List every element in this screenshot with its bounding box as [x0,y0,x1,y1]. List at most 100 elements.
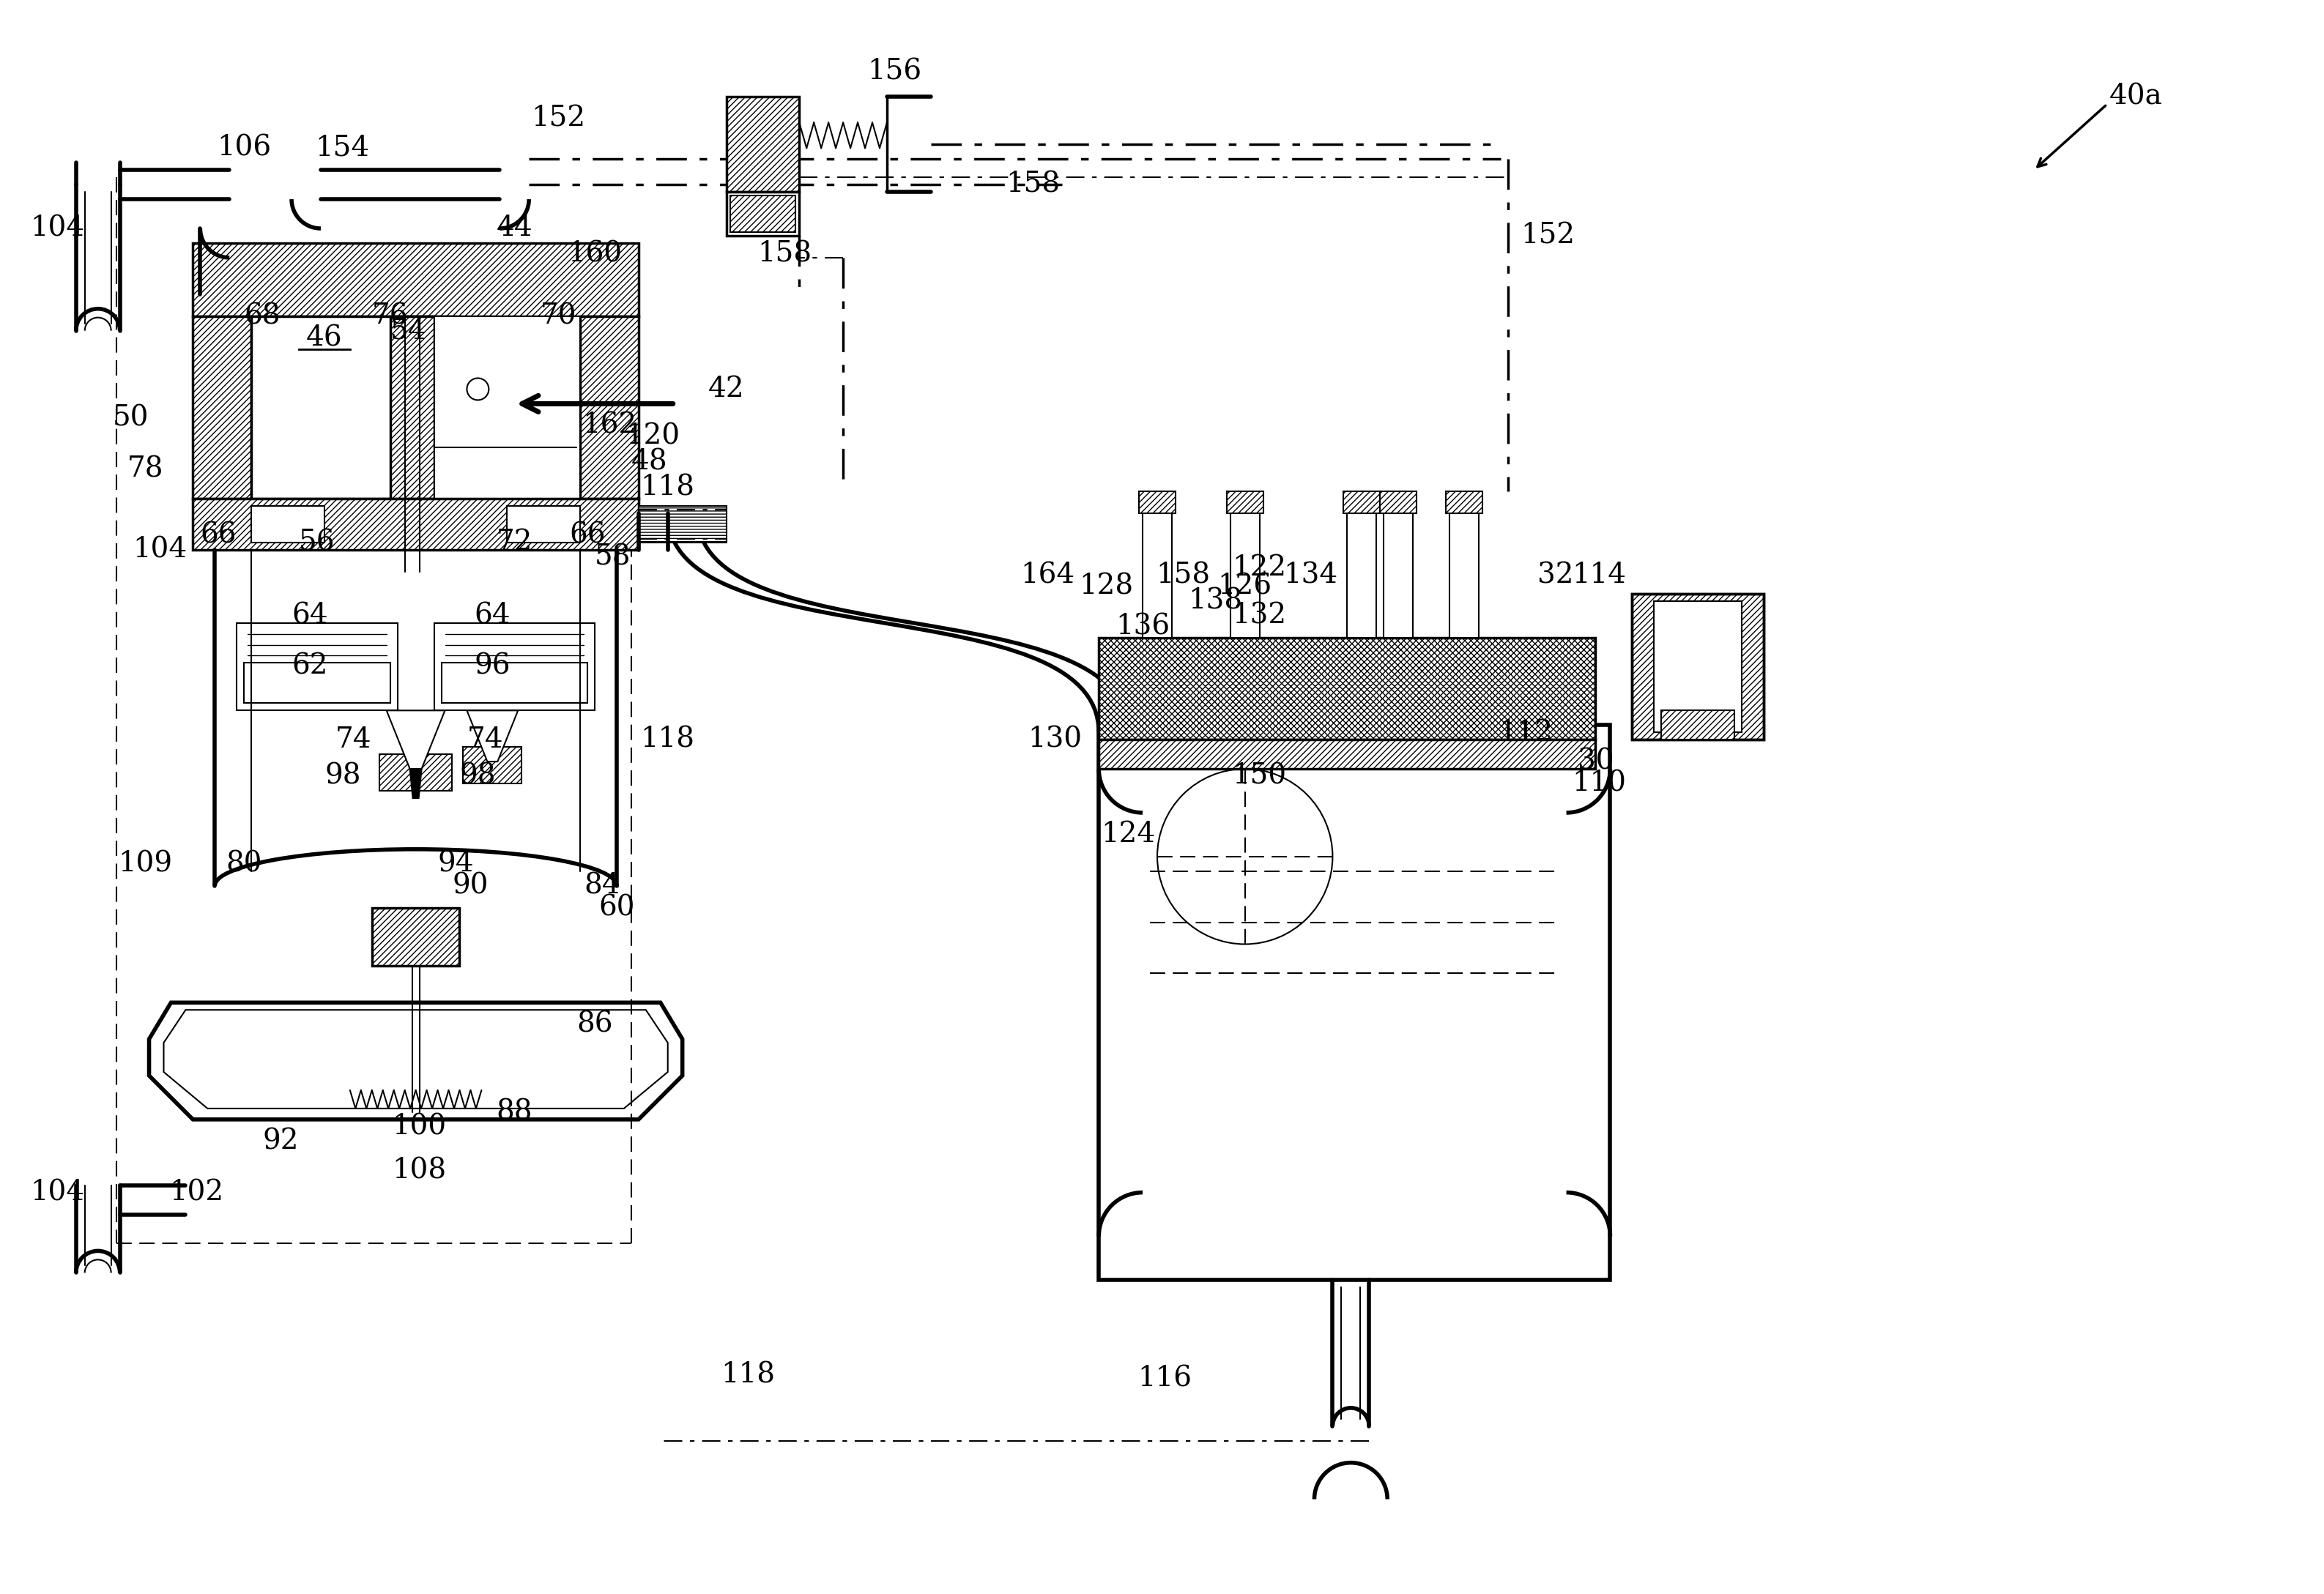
Text: 94: 94 [437,850,474,877]
Text: 42: 42 [709,376,744,403]
Text: 118: 118 [720,1361,776,1388]
Text: 138: 138 [1188,587,1243,614]
Bar [1348,505,1376,638]
Bar [1227,491,1264,513]
Text: 104: 104 [132,536,188,563]
Bar [725,191,799,236]
Bar [1631,593,1764,740]
Bar [442,663,588,703]
Bar [1099,740,1597,768]
Text: 30: 30 [1578,748,1613,775]
Bar [1139,491,1176,513]
Bar [1229,505,1260,638]
Text: 154: 154 [316,134,370,161]
Text: 136: 136 [1116,614,1169,641]
Bar [1099,638,1597,740]
Text: 108: 108 [393,1157,446,1184]
Text: 40a: 40a [2110,83,2164,110]
Text: 54: 54 [390,317,428,344]
Text: 156: 156 [867,57,920,84]
Bar [1450,505,1478,638]
Text: 118: 118 [641,727,695,754]
Text: 44: 44 [495,215,532,242]
Text: 158: 158 [1006,171,1060,198]
Text: 68: 68 [244,303,281,330]
Text: 152: 152 [1520,222,1576,249]
Text: 130: 130 [1027,727,1083,754]
Text: 132: 132 [1232,603,1287,630]
Text: 128: 128 [1078,572,1134,599]
Text: 98: 98 [325,762,360,789]
Bar [507,505,581,542]
Text: 104: 104 [30,215,86,242]
Bar [581,316,639,499]
Text: 118: 118 [641,473,695,501]
Text: 150: 150 [1232,762,1287,789]
Text: 90: 90 [453,872,488,899]
Text: 152: 152 [532,105,586,132]
Bar [1143,505,1171,638]
Text: 88: 88 [497,1098,532,1125]
Text: 76: 76 [372,303,409,330]
Bar [435,316,581,499]
Text: 60: 60 [600,894,634,921]
Text: 104: 104 [30,1180,86,1207]
Bar [251,316,456,499]
Text: 86: 86 [576,1011,614,1038]
Bar [730,196,795,233]
Text: 62: 62 [293,654,328,681]
Bar [1099,725,1611,1280]
Bar [1383,505,1413,638]
Bar [244,663,390,703]
Text: 50: 50 [112,405,149,432]
Text: 122: 122 [1232,555,1287,582]
Text: 78: 78 [128,456,163,483]
Bar [372,907,460,966]
Bar [1631,593,1764,740]
Text: 48: 48 [632,448,667,475]
Bar [193,242,639,316]
Text: 158: 158 [1155,561,1211,588]
Bar [251,505,325,542]
Text: 106: 106 [216,134,272,161]
Polygon shape [467,711,518,762]
Text: 66: 66 [200,521,237,548]
Text: 92: 92 [263,1129,300,1156]
Text: 102: 102 [170,1180,223,1207]
Text: 74: 74 [467,727,504,754]
Bar [1655,601,1741,732]
Text: 134: 134 [1283,561,1339,588]
Text: 46: 46 [307,325,342,352]
Bar [462,748,521,784]
Text: 116: 116 [1136,1364,1192,1392]
Text: 56: 56 [300,529,335,556]
Text: 70: 70 [539,303,576,330]
Text: 74: 74 [335,727,372,754]
Bar [639,505,725,542]
Bar [435,623,595,711]
Text: 126: 126 [1218,572,1271,599]
Text: 80: 80 [225,850,263,877]
Text: 120: 120 [625,422,681,450]
Text: 110: 110 [1571,770,1627,797]
Text: 58: 58 [595,544,632,571]
Bar [237,623,397,711]
Bar [725,97,799,191]
Bar [1343,491,1380,513]
Bar [193,316,251,499]
Polygon shape [386,711,444,768]
Text: 66: 66 [569,521,607,548]
Bar [1380,491,1418,513]
Text: 124: 124 [1102,821,1155,848]
Text: 164: 164 [1020,561,1076,588]
Text: 32: 32 [1536,561,1573,588]
Text: 158: 158 [758,241,811,268]
Text: 162: 162 [583,413,637,440]
Bar [390,316,435,499]
Bar [379,754,453,791]
Text: 64: 64 [474,603,511,630]
Text: 100: 100 [393,1113,446,1140]
Polygon shape [409,768,421,799]
Text: 114: 114 [1571,561,1627,588]
Text: 64: 64 [290,603,328,630]
